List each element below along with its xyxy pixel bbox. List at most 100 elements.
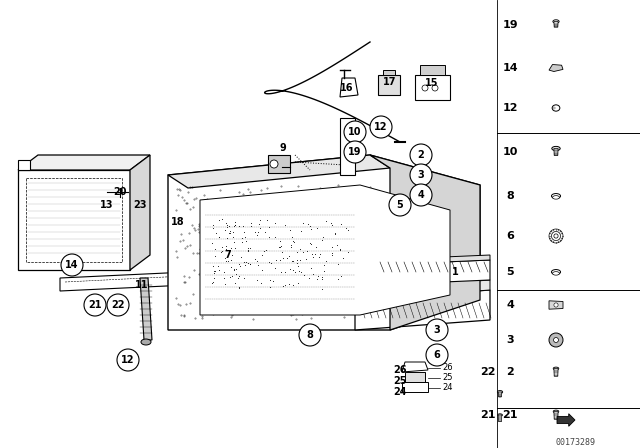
Ellipse shape	[552, 194, 561, 198]
Ellipse shape	[553, 410, 559, 413]
Text: 24: 24	[393, 387, 407, 397]
Text: 7: 7	[225, 250, 232, 260]
Ellipse shape	[498, 414, 502, 416]
Text: 1: 1	[452, 267, 458, 277]
Text: 24: 24	[442, 383, 452, 392]
Text: 12: 12	[502, 103, 518, 113]
Circle shape	[432, 85, 438, 91]
Circle shape	[554, 303, 558, 307]
Text: 3: 3	[506, 335, 514, 345]
Polygon shape	[200, 185, 450, 315]
Polygon shape	[375, 255, 490, 265]
Text: 8: 8	[506, 191, 514, 201]
Polygon shape	[340, 78, 358, 97]
Text: 19: 19	[348, 147, 362, 157]
Circle shape	[117, 349, 139, 371]
Text: 17: 17	[383, 77, 397, 87]
Circle shape	[344, 121, 366, 143]
Circle shape	[549, 333, 563, 347]
Polygon shape	[140, 278, 152, 340]
Text: 21: 21	[480, 410, 496, 420]
Text: 25: 25	[393, 376, 407, 386]
Polygon shape	[498, 392, 502, 397]
Text: 8: 8	[307, 330, 314, 340]
Polygon shape	[549, 65, 563, 72]
Polygon shape	[402, 382, 428, 392]
Text: 26: 26	[393, 365, 407, 375]
Text: 14: 14	[502, 63, 518, 73]
Text: 10: 10	[502, 147, 518, 157]
Polygon shape	[60, 265, 250, 291]
Polygon shape	[340, 118, 355, 175]
Circle shape	[422, 85, 428, 91]
Polygon shape	[554, 22, 558, 27]
Polygon shape	[415, 75, 450, 100]
Polygon shape	[18, 155, 150, 170]
Polygon shape	[18, 160, 30, 170]
Text: 13: 13	[100, 200, 114, 210]
Text: 4: 4	[506, 300, 514, 310]
Polygon shape	[18, 170, 130, 270]
Text: 3: 3	[434, 325, 440, 335]
Text: 11: 11	[135, 280, 148, 290]
Text: 4: 4	[418, 190, 424, 200]
Text: 3: 3	[418, 170, 424, 180]
Text: 19: 19	[502, 20, 518, 30]
Ellipse shape	[553, 20, 559, 23]
Ellipse shape	[141, 339, 151, 345]
Text: 18: 18	[171, 217, 185, 227]
Text: 5: 5	[506, 267, 514, 277]
Circle shape	[107, 294, 129, 316]
Polygon shape	[557, 414, 575, 426]
Polygon shape	[498, 415, 502, 422]
Circle shape	[61, 254, 83, 276]
Text: 10: 10	[348, 127, 362, 137]
Polygon shape	[375, 260, 490, 285]
Polygon shape	[383, 70, 395, 75]
Circle shape	[554, 337, 559, 342]
Polygon shape	[405, 372, 425, 382]
Polygon shape	[168, 155, 480, 330]
Text: 2: 2	[418, 150, 424, 160]
Text: 21: 21	[502, 410, 518, 420]
Circle shape	[389, 194, 411, 216]
Polygon shape	[355, 290, 490, 330]
Ellipse shape	[552, 270, 561, 275]
Polygon shape	[554, 412, 558, 419]
Polygon shape	[554, 148, 558, 155]
Circle shape	[344, 141, 366, 163]
Circle shape	[426, 344, 448, 366]
Text: 21: 21	[88, 300, 102, 310]
Circle shape	[410, 144, 432, 166]
Polygon shape	[130, 155, 150, 270]
Circle shape	[270, 160, 278, 168]
Circle shape	[410, 164, 432, 186]
Text: 26: 26	[442, 363, 452, 372]
Polygon shape	[402, 362, 428, 372]
Polygon shape	[420, 65, 445, 75]
Polygon shape	[549, 301, 563, 309]
Circle shape	[370, 116, 392, 138]
Text: 22: 22	[480, 367, 496, 377]
Text: 15: 15	[425, 78, 439, 88]
Text: 6: 6	[434, 350, 440, 360]
Text: 5: 5	[397, 200, 403, 210]
Circle shape	[426, 319, 448, 341]
Text: 9: 9	[280, 143, 286, 153]
Text: 23: 23	[133, 200, 147, 210]
Text: 00173289: 00173289	[555, 438, 595, 447]
Text: 14: 14	[65, 260, 79, 270]
Polygon shape	[554, 369, 558, 376]
Ellipse shape	[552, 107, 556, 109]
Polygon shape	[168, 155, 390, 188]
Text: 22: 22	[111, 300, 125, 310]
Ellipse shape	[553, 367, 559, 370]
Text: 6: 6	[506, 231, 514, 241]
Ellipse shape	[552, 146, 560, 151]
Ellipse shape	[552, 196, 559, 199]
Circle shape	[410, 184, 432, 206]
Circle shape	[84, 294, 106, 316]
Text: 12: 12	[121, 355, 135, 365]
Ellipse shape	[497, 391, 502, 393]
Circle shape	[299, 324, 321, 346]
